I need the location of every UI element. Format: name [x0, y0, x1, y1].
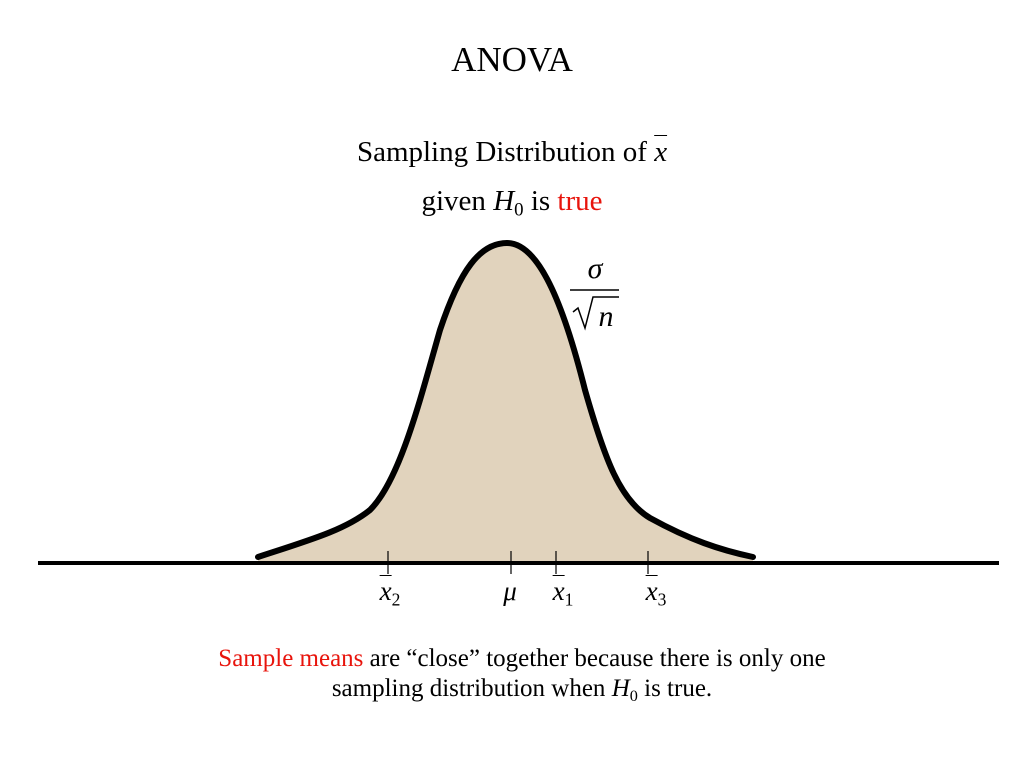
highlight: Sample means [218, 645, 364, 672]
subscript: 0 [629, 686, 638, 705]
caption-text: is true. [644, 675, 713, 702]
curve-outline [255, 239, 756, 560]
sigma: σ [588, 252, 604, 285]
caption-line2: sampling distribution when H0 is true. [0, 675, 1024, 705]
heading-text: Sampling Distribution of [356, 136, 647, 168]
sampling-distribution-curve [258, 243, 753, 562]
caption-text: are “close” together because there is on… [369, 645, 826, 672]
symbol-xbar: x [552, 576, 565, 606]
symbol-xbar: x [379, 576, 392, 606]
subscript: 2 [391, 589, 401, 610]
highlight: true [557, 185, 603, 217]
heading-line2: given H0 is true [0, 185, 1024, 221]
subscript: 0 [514, 199, 524, 221]
symbol-xbar: x [645, 576, 658, 606]
axis-label: x1 [552, 576, 574, 610]
radicand: n [599, 300, 614, 333]
symbol-h: H [611, 675, 630, 702]
title: ANOVA [451, 40, 573, 79]
axis-label: x2 [379, 576, 401, 610]
heading-text: is [530, 185, 551, 217]
caption-line1: Sample means are “close” together because… [0, 645, 1024, 673]
axis-label: x3 [645, 576, 667, 610]
heading-line1: Sampling Distribution of x [0, 136, 1024, 169]
caption-text: sampling distribution when [331, 675, 606, 702]
heading-text: given [421, 185, 486, 217]
radical-sign [572, 296, 619, 331]
subscript: 3 [657, 589, 667, 610]
symbol-h: H [493, 185, 515, 217]
subscript: 1 [564, 589, 574, 610]
symbol-mu: μ [503, 576, 517, 606]
axis-label: μ [503, 576, 517, 607]
symbol-xbar: x [654, 136, 668, 168]
